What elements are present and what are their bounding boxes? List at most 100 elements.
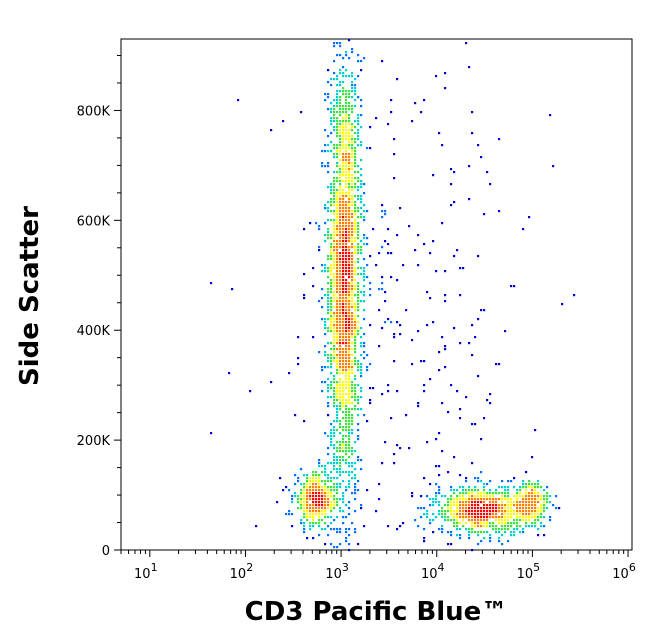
data-point	[522, 531, 525, 534]
data-point	[345, 153, 348, 156]
data-point	[465, 498, 468, 501]
data-point	[345, 342, 348, 345]
data-point	[342, 510, 345, 513]
data-point	[522, 228, 525, 231]
data-point	[465, 513, 468, 516]
data-point	[330, 234, 333, 237]
data-point	[351, 75, 354, 78]
x-axis: 101 102 103 104 105 106	[120, 550, 636, 582]
data-point	[309, 477, 312, 480]
data-point	[333, 249, 336, 252]
data-point	[342, 138, 345, 141]
data-point	[459, 513, 462, 516]
data-point	[441, 525, 444, 528]
data-point	[315, 471, 318, 474]
data-point	[438, 528, 441, 531]
data-point	[321, 162, 324, 165]
data-point	[345, 333, 348, 336]
data-point	[333, 45, 336, 48]
data-point	[489, 513, 492, 516]
data-point	[540, 495, 543, 498]
data-point	[336, 246, 339, 249]
data-point	[315, 522, 318, 525]
data-point	[351, 363, 354, 366]
data-point	[366, 276, 369, 279]
data-point	[330, 210, 333, 213]
data-point	[327, 489, 330, 492]
data-point	[354, 99, 357, 102]
data-point	[432, 513, 435, 516]
data-point	[339, 354, 342, 357]
data-point	[345, 114, 348, 117]
data-point	[534, 486, 537, 489]
data-point	[513, 513, 516, 516]
data-point	[444, 348, 447, 351]
data-point	[381, 327, 384, 330]
data-point	[351, 315, 354, 318]
x-tick-label-5: 106	[612, 561, 636, 582]
data-point	[333, 201, 336, 204]
data-point	[519, 525, 522, 528]
data-point	[378, 309, 381, 312]
data-point	[456, 249, 459, 252]
data-point	[477, 480, 480, 483]
data-point	[351, 147, 354, 150]
data-point	[333, 78, 336, 81]
data-point	[348, 237, 351, 240]
data-point	[453, 513, 456, 516]
data-point	[465, 507, 468, 510]
data-point	[531, 492, 534, 495]
data-point	[483, 537, 486, 540]
data-point	[393, 333, 396, 336]
data-point	[330, 510, 333, 513]
data-point	[333, 240, 336, 243]
data-point	[360, 60, 363, 63]
data-point	[327, 534, 330, 537]
data-point	[339, 207, 342, 210]
data-point	[345, 93, 348, 96]
data-point	[324, 522, 327, 525]
data-point	[345, 417, 348, 420]
data-point	[339, 465, 342, 468]
data-point	[486, 495, 489, 498]
data-point	[342, 201, 345, 204]
data-point	[489, 522, 492, 525]
data-point	[348, 117, 351, 120]
data-point	[327, 387, 330, 390]
data-point	[363, 183, 366, 186]
data-point	[318, 504, 321, 507]
data-point	[324, 165, 327, 168]
data-point	[333, 228, 336, 231]
data-point	[330, 315, 333, 318]
data-point	[336, 420, 339, 423]
x-tick-label-1: 102	[230, 561, 254, 582]
data-point	[501, 525, 504, 528]
data-point	[459, 492, 462, 495]
data-point	[336, 99, 339, 102]
data-point	[315, 489, 318, 492]
data-point	[300, 507, 303, 510]
data-point	[357, 258, 360, 261]
data-point	[339, 543, 342, 546]
data-point	[339, 288, 342, 291]
data-point	[516, 507, 519, 510]
data-point	[339, 261, 342, 264]
data-point	[339, 231, 342, 234]
data-point	[300, 495, 303, 498]
data-point	[345, 378, 348, 381]
data-point	[537, 492, 540, 495]
data-point	[333, 198, 336, 201]
data-point	[339, 441, 342, 444]
data-point	[435, 492, 438, 495]
data-point	[339, 471, 342, 474]
data-point	[333, 324, 336, 327]
data-point	[309, 513, 312, 516]
data-point	[366, 489, 369, 492]
data-point	[435, 438, 438, 441]
data-point	[300, 483, 303, 486]
data-point	[447, 510, 450, 513]
data-point	[348, 234, 351, 237]
data-point	[453, 489, 456, 492]
data-point	[498, 522, 501, 525]
data-point	[351, 255, 354, 258]
